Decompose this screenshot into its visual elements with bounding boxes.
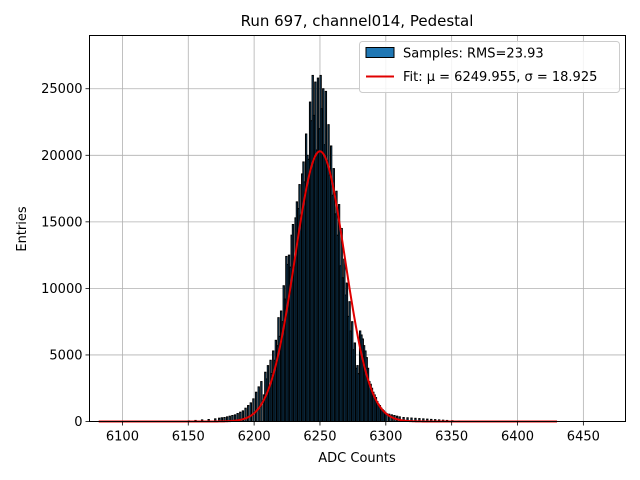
histogram-bar xyxy=(247,405,250,423)
x-tick-label: 6100 xyxy=(106,430,139,445)
x-axis-label: ADC Counts xyxy=(318,451,396,466)
x-tick-label: 6350 xyxy=(435,430,468,445)
histogram-bar xyxy=(254,391,258,423)
x-tick-label: 6200 xyxy=(238,430,271,445)
y-tick-label: 15000 xyxy=(41,215,82,230)
histogram-bar xyxy=(252,398,255,422)
y-tick-label: 25000 xyxy=(41,82,82,97)
y-tick-label: 0 xyxy=(74,415,82,430)
legend-box xyxy=(359,41,620,93)
x-tick-label: 6450 xyxy=(567,430,600,445)
legend-fit-label: Fit: μ = 6249.955, σ = 18.925 xyxy=(403,70,597,85)
y-axis-label: Entries xyxy=(15,206,30,252)
y-tick-label: 10000 xyxy=(41,282,82,297)
legend: Samples: RMS=23.93 Fit: μ = 6249.955, σ … xyxy=(359,41,620,93)
axis-ticks: 6100 6150 6200 6250 6300 6350 6400 6450 0 5000 100… xyxy=(41,82,600,444)
x-tick-label: 6300 xyxy=(369,430,402,445)
x-tick-label: 6400 xyxy=(501,430,534,445)
x-tick-label: 6250 xyxy=(303,430,336,445)
y-tick-label: 20000 xyxy=(41,149,82,164)
plot-frame xyxy=(89,35,626,422)
histogram-bar xyxy=(249,402,252,422)
x-tick-label: 6150 xyxy=(172,430,205,445)
y-tick-label: 5000 xyxy=(49,348,82,363)
legend-samples-label: Samples: RMS=23.93 xyxy=(403,47,544,62)
histogram-bar xyxy=(257,386,260,422)
histogram-bar xyxy=(260,381,263,423)
legend-samples-swatch xyxy=(365,47,395,58)
chart-title: Run 697, channel014, Pedestal xyxy=(241,12,474,30)
